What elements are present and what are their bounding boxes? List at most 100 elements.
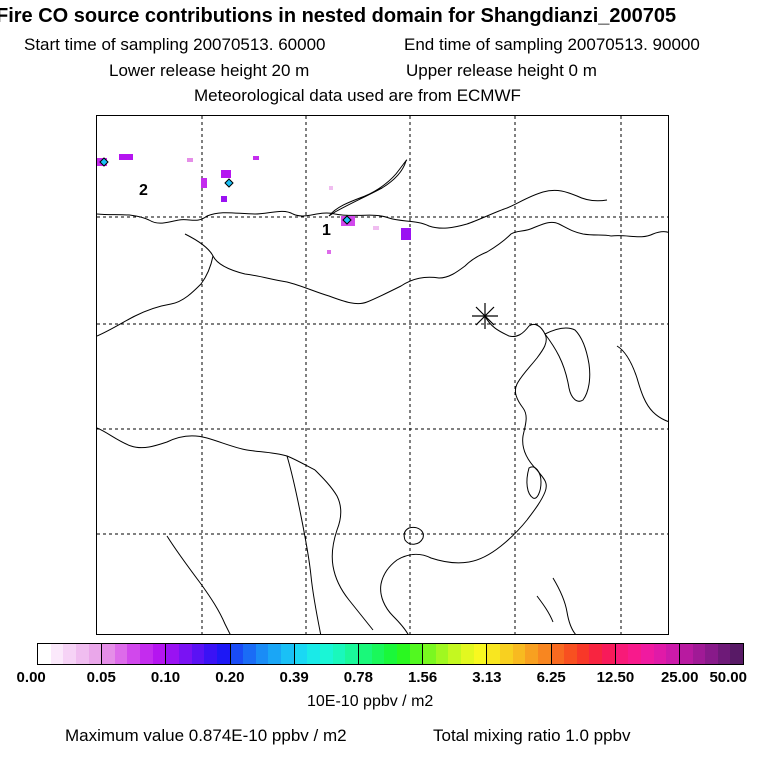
colorbar-tick-label: 25.00 — [660, 669, 699, 686]
map-panel: 2 1 — [96, 115, 669, 635]
plume-cell — [327, 250, 331, 254]
source-label-1: 1 — [322, 222, 331, 239]
colorbar-swatch — [653, 644, 667, 664]
colorbar-swatch — [615, 644, 629, 664]
border-indochina — [314, 469, 374, 631]
colorbar-swatch — [435, 644, 449, 664]
colorbar-swatch — [705, 644, 718, 664]
border-myanmar — [286, 455, 322, 634]
colorbar-segment — [102, 644, 167, 664]
colorbar-segment — [551, 644, 616, 664]
colorbar-segment — [38, 644, 103, 664]
upper-release-label: Upper release height 0 m — [406, 61, 597, 80]
colorbar-swatch — [487, 644, 500, 664]
colorbar-swatch — [473, 644, 487, 664]
plume-cell — [221, 170, 231, 178]
colorbar-swatch — [114, 644, 128, 664]
colorbar-swatch — [345, 644, 358, 664]
start-time-label: Start time of sampling 20070513. 60000 — [24, 35, 326, 54]
colorbar-swatch — [63, 644, 76, 664]
korea-peninsula — [544, 327, 591, 402]
plume-cell — [221, 196, 227, 202]
colorbar-swatch — [602, 644, 615, 664]
plume-cell — [119, 154, 133, 160]
border-russia-south — [97, 189, 608, 229]
mixing-ratio-label: Total mixing ratio 1.0 ppbv — [433, 726, 631, 745]
colorbar-swatch — [281, 644, 294, 664]
colorbar-swatch — [152, 644, 166, 664]
colorbar-swatch — [448, 644, 462, 664]
colorbar-swatch — [191, 644, 205, 664]
plume-cell — [373, 226, 379, 230]
colorbar-segment — [423, 644, 488, 664]
plume-cells — [97, 154, 411, 254]
border-southwest — [97, 427, 316, 471]
colorbar-segment — [679, 644, 744, 664]
colorbar-tick-label: 12.50 — [596, 669, 635, 686]
plume-cell — [329, 186, 333, 190]
colorbar-swatch — [204, 644, 217, 664]
colorbar-tick-label: 0.39 — [279, 669, 309, 686]
philippines — [536, 577, 576, 634]
colorbar-swatch — [320, 644, 333, 664]
plume-cell — [401, 228, 411, 240]
colorbar-tick-label: 6.25 — [536, 669, 566, 686]
colorbar-swatch — [384, 644, 397, 664]
colorbar-segment — [487, 644, 552, 664]
colorbar-swatch — [38, 644, 51, 664]
colorbar-segment — [230, 644, 295, 664]
colorbar-swatch — [371, 644, 385, 664]
colorbar-swatch — [88, 644, 102, 664]
colorbar-tick-label: 3.13 — [472, 669, 502, 686]
colorbar-swatch — [332, 644, 346, 664]
colorbar-swatch — [461, 644, 474, 664]
colorbar-swatch — [564, 644, 577, 664]
coast-northeast — [610, 231, 668, 238]
colorbar-tick-label: 0.20 — [215, 669, 245, 686]
coast-south-china — [380, 553, 470, 634]
colorbar-swatch — [243, 644, 256, 664]
plume-cell-peak — [342, 215, 352, 225]
hainan — [403, 527, 424, 545]
colorbar-tick-label: 0.00 — [16, 669, 46, 686]
colorbar-swatch — [692, 644, 706, 664]
japan-coast — [616, 345, 668, 422]
plume-cell — [187, 158, 193, 162]
colorbar-segment — [358, 644, 424, 664]
colorbar-swatch — [50, 644, 64, 664]
max-value-label: Maximum value 0.874E-10 ppbv / m2 — [65, 726, 347, 745]
colorbar-swatch — [512, 644, 526, 664]
colorbar-swatch — [717, 644, 731, 664]
colorbar-swatch — [640, 644, 654, 664]
colorbar-swatch — [358, 644, 372, 664]
colorbar-swatch — [255, 644, 269, 664]
colorbar-swatch — [268, 644, 282, 664]
colorbar-tick-label: 1.56 — [408, 669, 438, 686]
asterisk-station-marker-icon — [472, 303, 498, 329]
colorbar-segment — [166, 644, 231, 664]
colorbar-segment — [294, 644, 359, 664]
colorbar-swatch — [589, 644, 603, 664]
colorbar-segment — [615, 644, 680, 664]
colorbar-swatch — [294, 644, 308, 664]
colorbar-swatch — [127, 644, 141, 664]
colorbar — [37, 643, 744, 665]
colorbar-swatch — [216, 644, 230, 664]
colorbar-swatch — [730, 644, 744, 664]
colorbar-swatch — [576, 644, 590, 664]
end-time-label: End time of sampling 20070513. 90000 — [404, 35, 700, 54]
plot-title: Fire CO source contributions in nested d… — [0, 5, 677, 27]
colorbar-swatch — [537, 644, 551, 664]
plume-cell-peak — [224, 178, 234, 188]
lower-release-label: Lower release height 20 m — [109, 61, 310, 80]
border-mongolia-west — [97, 255, 214, 337]
colorbar-swatch — [140, 644, 153, 664]
colorbar-swatch — [499, 644, 513, 664]
colorbar-swatch — [551, 644, 565, 664]
colorbar-swatch — [75, 644, 89, 664]
colorbar-swatch — [166, 644, 180, 664]
map-gridlines — [97, 116, 668, 634]
colorbar-swatch — [423, 644, 436, 664]
india-coast — [166, 535, 231, 634]
colorbar-tick-label: 0.10 — [150, 669, 181, 686]
